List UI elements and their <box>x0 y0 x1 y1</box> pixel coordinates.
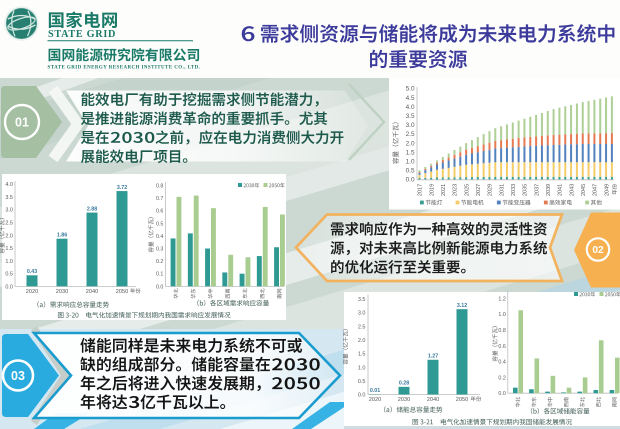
svg-text:0.4: 0.4 <box>498 360 505 366</box>
svg-text:0.0: 0.0 <box>5 285 13 291</box>
svg-text:2.0: 2.0 <box>406 140 415 147</box>
svg-text:2025: 2025 <box>464 184 470 196</box>
svg-text:1.5: 1.5 <box>406 149 415 156</box>
svg-text:01: 01 <box>15 115 29 129</box>
svg-text:2043: 2043 <box>569 184 575 196</box>
svg-text:2041: 2041 <box>558 184 564 196</box>
svg-text:2039: 2039 <box>546 184 552 196</box>
svg-text:2035: 2035 <box>523 184 529 196</box>
svg-text:03: 03 <box>11 369 25 383</box>
svg-text:4.0: 4.0 <box>406 104 415 111</box>
svg-text:0.5: 0.5 <box>358 379 366 385</box>
svg-text:0.5: 0.5 <box>406 168 415 175</box>
svg-text:0.43: 0.43 <box>27 269 37 275</box>
svg-text:4.5: 4.5 <box>406 95 415 102</box>
svg-text:2.5: 2.5 <box>406 131 415 138</box>
svg-text:0.2: 0.2 <box>156 259 163 265</box>
svg-text:1.0: 1.0 <box>498 312 505 318</box>
svg-text:1.5: 1.5 <box>358 352 366 358</box>
svg-text:2029: 2029 <box>488 184 494 196</box>
svg-text:1.0: 1.0 <box>5 259 13 265</box>
svg-text:2.5: 2.5 <box>358 324 366 330</box>
svg-text:2050: 2050 <box>116 289 128 295</box>
svg-text:2033: 2033 <box>511 184 517 196</box>
svg-text:2027: 2027 <box>476 184 482 196</box>
svg-text:2050: 2050 <box>456 397 468 403</box>
svg-text:4.0: 4.0 <box>5 182 13 188</box>
svg-text:3.5: 3.5 <box>406 113 415 120</box>
svg-text:2.0: 2.0 <box>5 233 13 239</box>
svg-text:3.12: 3.12 <box>457 303 467 309</box>
svg-text:5.0: 5.0 <box>406 86 415 93</box>
svg-text:2.88: 2.88 <box>87 206 97 212</box>
svg-text:2040: 2040 <box>427 397 439 403</box>
svg-text:02: 02 <box>592 245 604 256</box>
svg-text:0.4: 0.4 <box>156 234 163 240</box>
svg-text:1.0: 1.0 <box>358 365 366 371</box>
svg-text:0.3: 0.3 <box>156 247 163 253</box>
svg-text:0.0: 0.0 <box>498 391 505 397</box>
svg-text:0.5: 0.5 <box>5 272 13 278</box>
svg-text:2023: 2023 <box>453 184 459 196</box>
svg-text:3.5: 3.5 <box>358 297 366 303</box>
svg-text:2.5: 2.5 <box>5 221 13 227</box>
svg-text:2.0: 2.0 <box>358 338 366 344</box>
svg-text:1.2: 1.2 <box>498 296 505 302</box>
svg-text:3.0: 3.0 <box>406 122 415 129</box>
svg-text:0.7: 0.7 <box>156 196 163 202</box>
svg-text:0.01: 0.01 <box>370 388 380 394</box>
svg-text:2049: 2049 <box>604 184 610 196</box>
svg-text:2020: 2020 <box>26 289 38 295</box>
svg-text:1.5: 1.5 <box>5 246 13 252</box>
svg-text:3.0: 3.0 <box>5 208 13 214</box>
svg-text:2031: 2031 <box>499 184 505 196</box>
svg-text:0.2: 0.2 <box>498 375 505 381</box>
svg-text:2030: 2030 <box>398 397 410 403</box>
svg-text:1.27: 1.27 <box>428 354 438 360</box>
svg-text:1.86: 1.86 <box>57 233 67 239</box>
svg-text:0.6: 0.6 <box>498 344 505 350</box>
svg-text:STATE GRID: STATE GRID <box>48 29 116 40</box>
svg-text:2040: 2040 <box>86 289 98 295</box>
svg-text:0.0: 0.0 <box>358 393 366 399</box>
svg-text:3.72: 3.72 <box>117 185 127 191</box>
svg-text:0.0: 0.0 <box>156 284 163 290</box>
svg-text:0.8: 0.8 <box>498 328 505 334</box>
svg-text:0.28: 0.28 <box>399 381 409 387</box>
svg-text:0.5: 0.5 <box>156 221 163 227</box>
svg-text:2017: 2017 <box>418 184 424 196</box>
svg-text:2047: 2047 <box>593 184 599 196</box>
svg-text:3.0: 3.0 <box>358 311 366 317</box>
svg-text:2021: 2021 <box>441 184 447 196</box>
svg-text:3.5: 3.5 <box>5 195 13 201</box>
svg-text:0.0: 0.0 <box>406 177 415 184</box>
svg-text:0.8: 0.8 <box>156 184 163 190</box>
svg-text:2019: 2019 <box>429 184 435 196</box>
svg-text:2037: 2037 <box>534 184 540 196</box>
svg-text:1.0: 1.0 <box>406 159 415 166</box>
svg-text:0.6: 0.6 <box>156 209 163 215</box>
svg-text:STATE GRID ENERGY RESEARCH INS: STATE GRID ENERGY RESEARCH INSTITUTE CO.… <box>48 65 201 70</box>
svg-text:2020: 2020 <box>369 397 381 403</box>
svg-text:2045: 2045 <box>581 184 587 196</box>
svg-text:2030: 2030 <box>56 289 68 295</box>
svg-text:0.1: 0.1 <box>156 272 163 278</box>
